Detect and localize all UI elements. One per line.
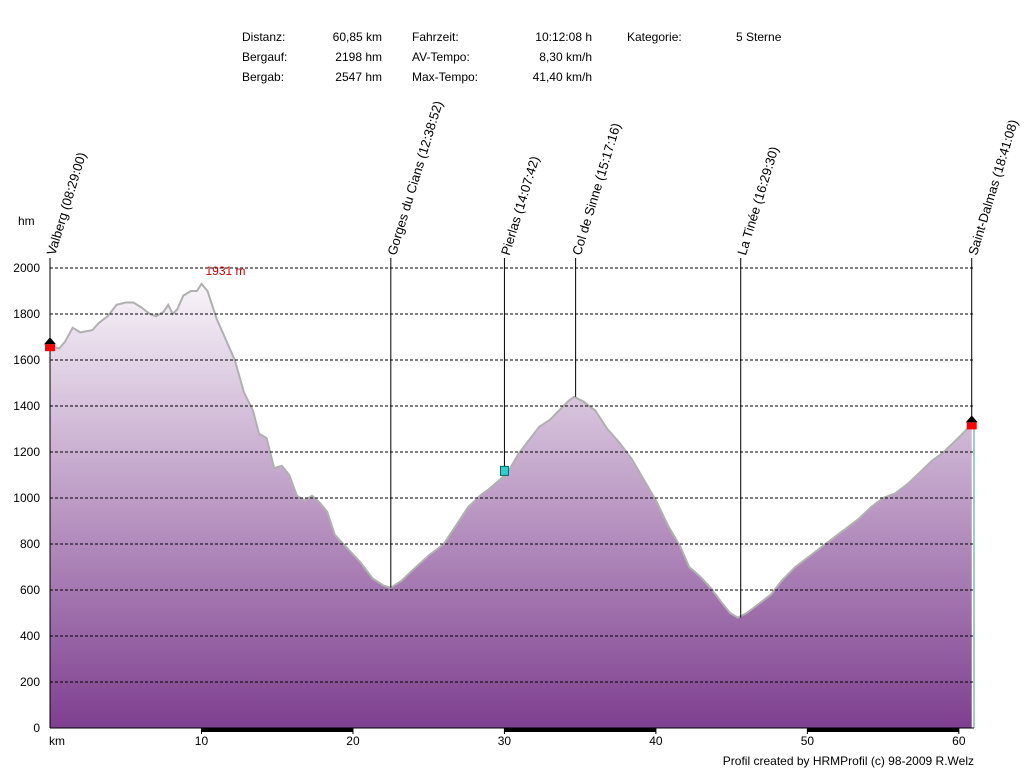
stats-panel: Distanz: 60,85 km Bergauf: 2198 hm Berga… (0, 0, 1024, 90)
waypoint-label: Saint-Dalmas (18:41:08) (965, 118, 1021, 257)
y-tick-label: 1000 (13, 491, 40, 505)
stat-label: Max-Tempo: (412, 70, 479, 84)
waypoint-label: Col de Sinne (15:17:16) (569, 121, 623, 257)
y-tick-label: 800 (20, 537, 40, 551)
y-tick-label: 600 (20, 583, 40, 597)
x-axis-label: km (49, 734, 65, 748)
x-axis-km-band (201, 728, 353, 732)
x-tick-label: 10 (195, 734, 209, 748)
x-tick-label: 20 (346, 734, 360, 748)
stat-value: 8,30 km/h (539, 50, 592, 64)
y-tick-label: 200 (20, 675, 40, 689)
footer-credit: Profil created by HRMProfil (c) 98-2009 … (722, 754, 974, 768)
x-tick-label: 30 (498, 734, 512, 748)
end-marker-icon (965, 415, 978, 423)
max-elevation-label: 1931 m (205, 264, 245, 278)
stat-label: Fahrzeit: (412, 30, 459, 44)
stat-value: 41,40 km/h (532, 70, 592, 84)
stat-label: AV-Tempo: (412, 50, 470, 64)
waypoint-label: Pierlas (14:07:42) (498, 154, 542, 257)
y-axis-label: hm (18, 214, 35, 228)
x-tick-label: 40 (649, 734, 663, 748)
y-tick-label: 1800 (13, 307, 40, 321)
y-tick-label: 400 (20, 629, 40, 643)
y-tick-label: 2000 (13, 261, 40, 275)
waypoint-label: La Tinée (16:29:30) (734, 145, 781, 257)
water-cup-icon (499, 465, 509, 476)
y-tick-label: 1600 (13, 353, 40, 367)
stat-value: 5 Sterne (736, 30, 782, 44)
end-marker-icon (44, 337, 56, 345)
stat-label: Bergauf: (242, 50, 288, 64)
y-tick-label: 1200 (13, 445, 40, 459)
stat-value: 60,85 km (332, 30, 382, 44)
stat-label: Distanz: (242, 30, 286, 44)
stat-label: Bergab: (242, 70, 285, 84)
end-marker-flag (966, 422, 977, 430)
elevation-area (50, 283, 972, 728)
y-tick-label: 1400 (13, 399, 40, 413)
end-marker-flag (45, 344, 55, 352)
x-tick-label: 60 (952, 734, 966, 748)
stat-value: 2198 hm (335, 50, 382, 64)
x-axis-km-band (504, 728, 656, 732)
x-axis-km-band (807, 728, 959, 732)
stat-value: 2547 hm (335, 70, 382, 84)
elevation-line (49, 282, 973, 619)
waypoint-label: Valberg (08:29:00) (44, 150, 90, 256)
x-tick-label: 50 (801, 734, 815, 748)
waypoint-label: Gorges du Cians (12:38:52) (384, 99, 445, 257)
stat-value: 10:12:08 h (535, 30, 592, 44)
stat-label: Kategorie: (627, 30, 682, 44)
y-tick-label: 0 (33, 721, 40, 735)
